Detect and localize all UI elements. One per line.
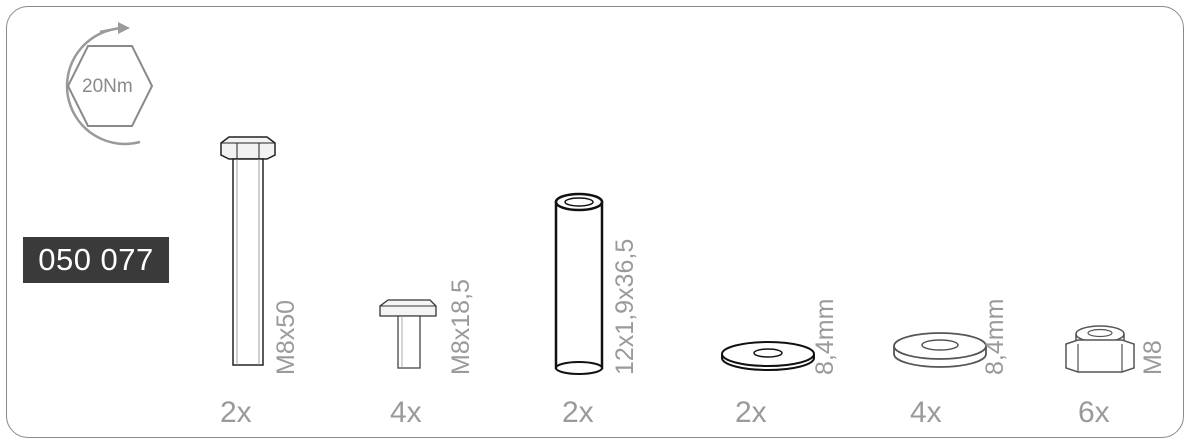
part-size-label: M8x18,5 (447, 279, 475, 375)
part-size-label: 8,4mm (811, 298, 839, 375)
t-bolt-icon (379, 299, 437, 369)
torque-icon (65, 22, 154, 146)
part-size-label: 8,4mm (981, 298, 1009, 375)
torque-value: 20Nm (82, 76, 133, 97)
lock-nut-icon (1065, 325, 1135, 373)
thin-washer-icon (721, 341, 815, 371)
part-quantity: 2x (562, 396, 594, 429)
part-size-label: 12x1,9x36,5 (611, 238, 639, 375)
part-size-label: M8 (1139, 340, 1167, 375)
part-quantity: 4x (910, 396, 942, 429)
part-quantity: 4x (390, 396, 422, 429)
thick-washer-icon (893, 332, 987, 368)
hex-bolt-icon (220, 136, 276, 366)
part-size-label: M8x50 (272, 299, 300, 375)
part-quantity: 2x (735, 396, 767, 429)
part-number-badge: 050 077 (23, 237, 169, 283)
part-quantity: 6x (1078, 396, 1110, 429)
spacer-tube-icon (554, 192, 604, 375)
part-quantity: 2x (220, 396, 252, 429)
